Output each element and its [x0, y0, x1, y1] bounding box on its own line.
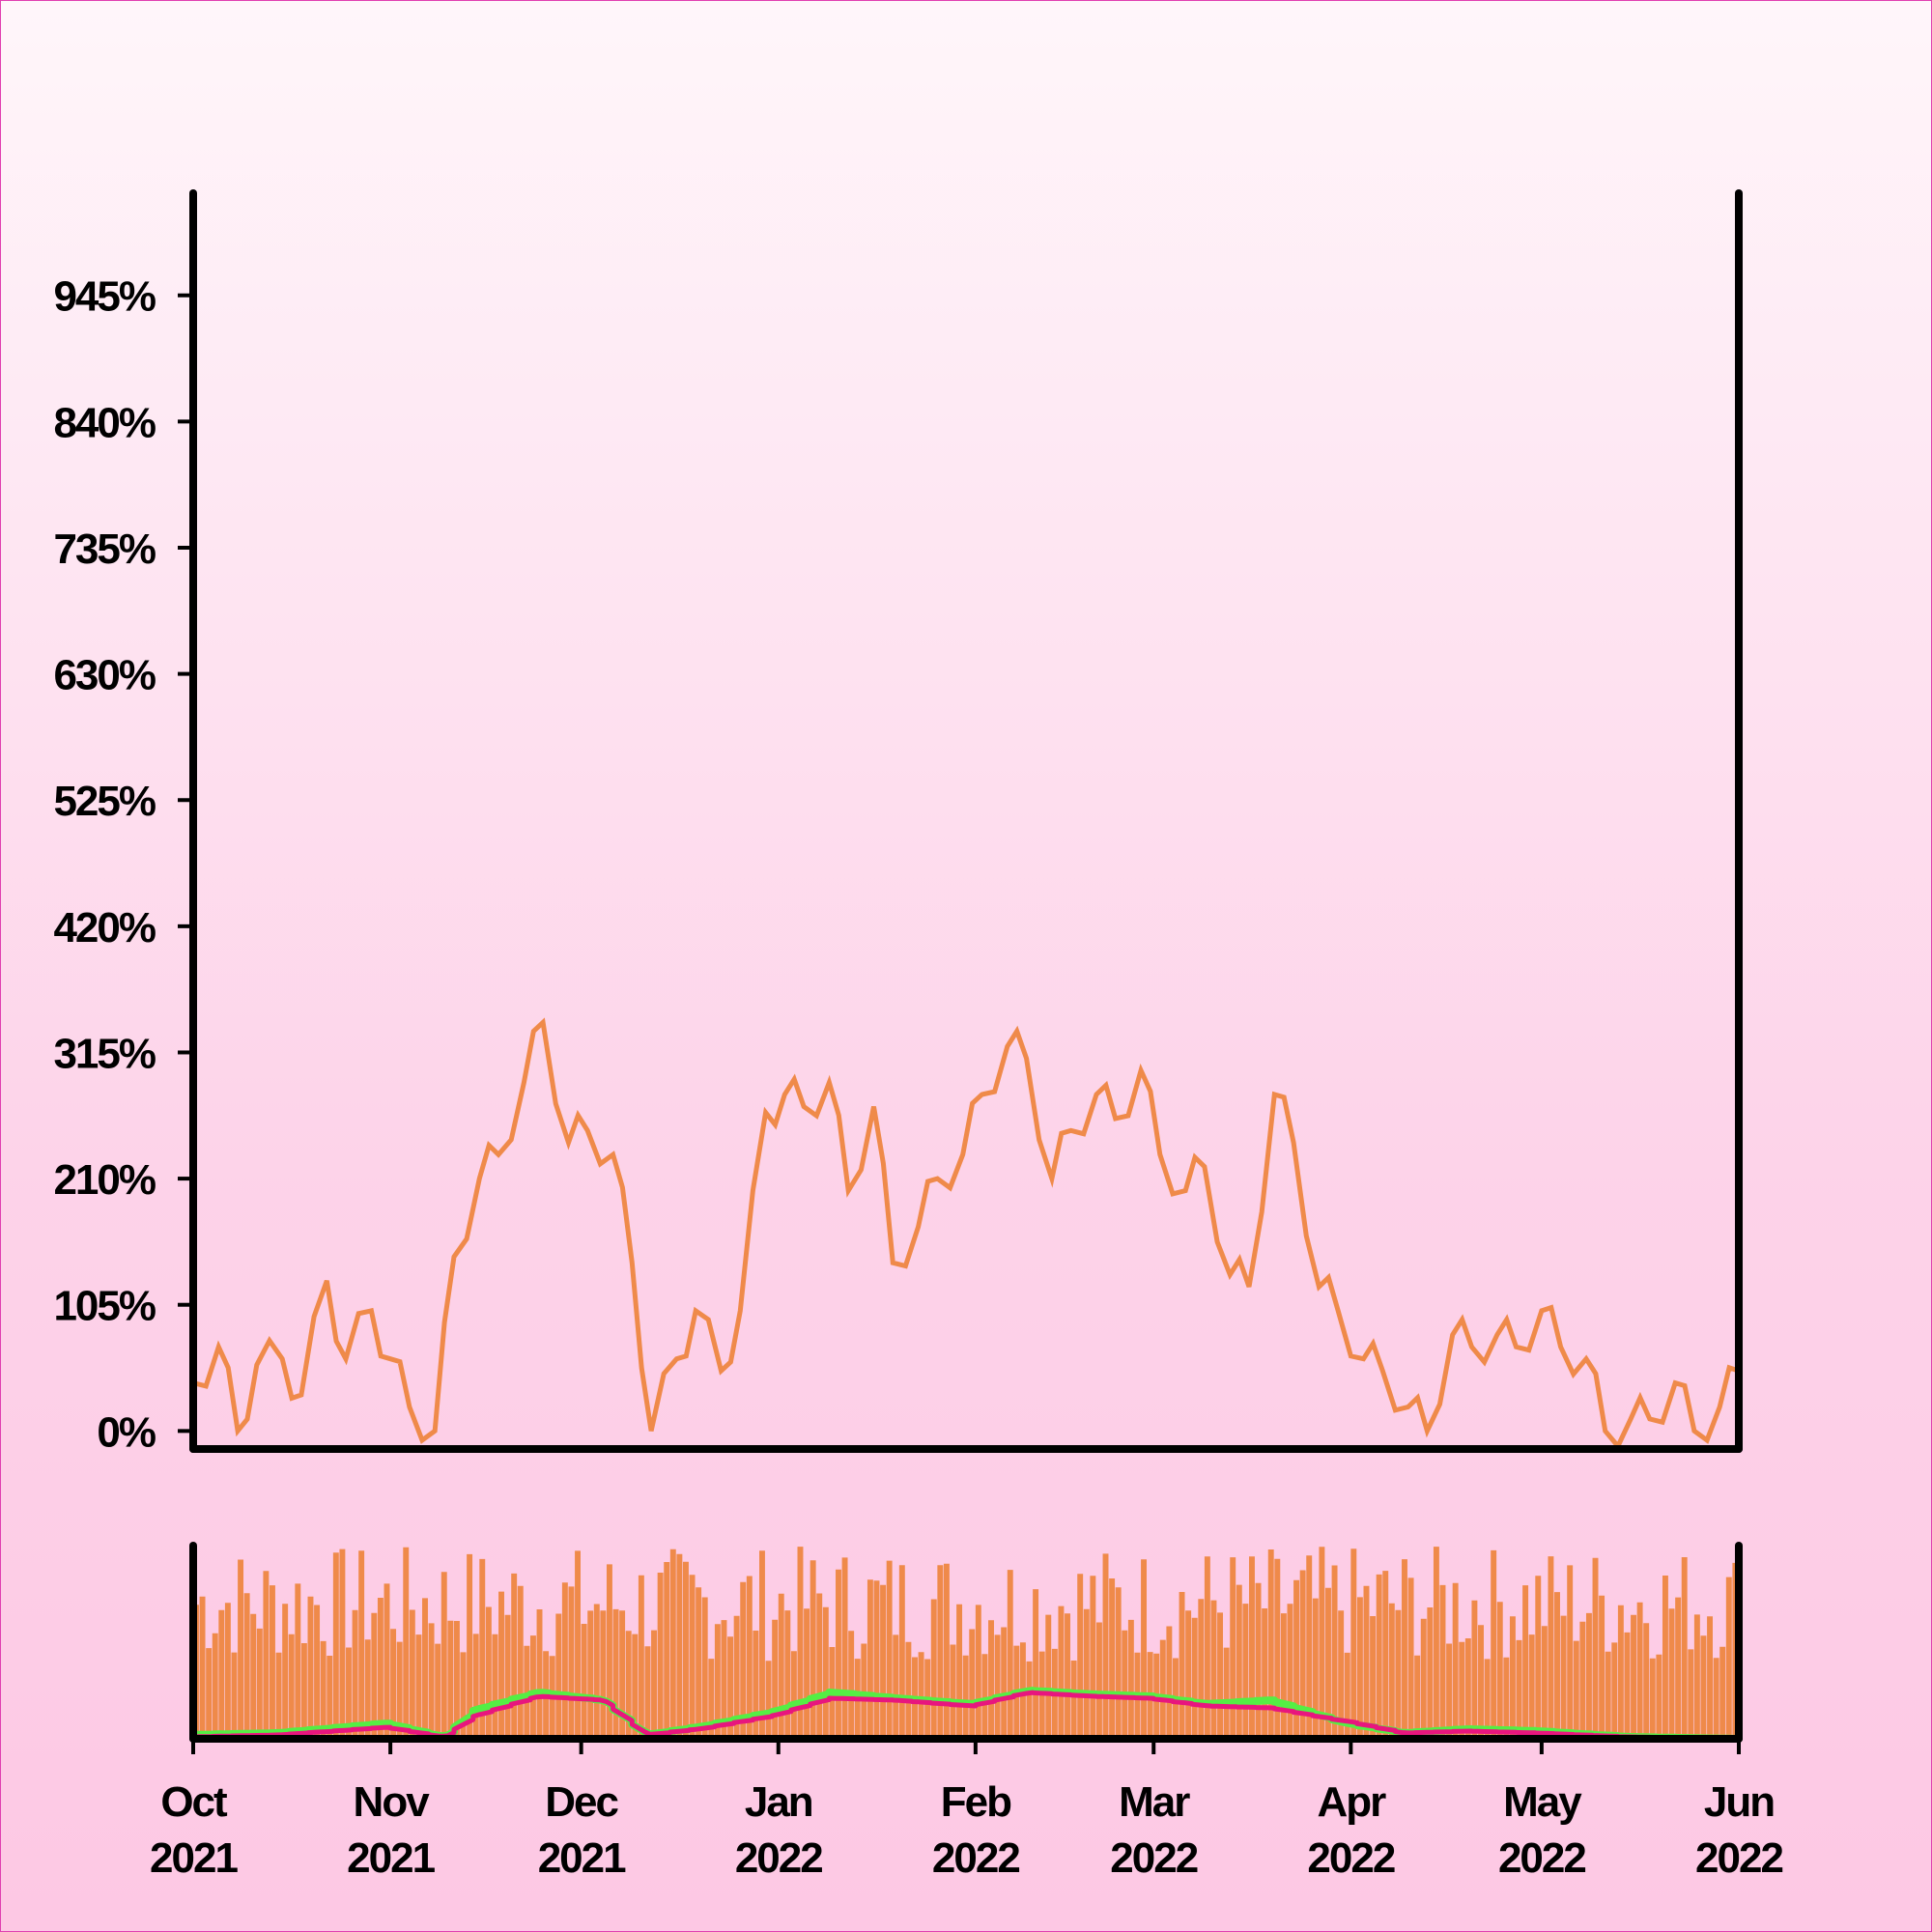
overview-bars — [193, 1547, 1739, 1739]
y-tick-label: 420% — [53, 904, 155, 952]
x-tick-label: Dec 2021 — [538, 1778, 626, 1882]
x-tick-label: Nov 2021 — [347, 1778, 435, 1882]
y-tick-label: 840% — [53, 399, 155, 446]
x-tick-label: Jun 2022 — [1695, 1778, 1782, 1882]
y-tick-label: 525% — [53, 778, 155, 825]
y-tick-label: 945% — [53, 273, 155, 321]
main-series-line-0 — [192, 1017, 1740, 1451]
overview-axes — [189, 1542, 1743, 1743]
x-tick-label: Mar 2022 — [1110, 1778, 1197, 1882]
x-tick-label: May 2022 — [1498, 1778, 1585, 1882]
y-tick-label: 630% — [53, 652, 155, 699]
main-series-layer — [192, 1017, 1740, 1451]
x-tick-label: Feb 2022 — [932, 1778, 1019, 1882]
x-tick-label: Jan 2022 — [735, 1778, 822, 1882]
x-axis-ticks: Oct 2021 Nov 2021 Dec 2021 Jan 2022 Feb 2022 Mar 20… — [150, 1739, 1784, 1882]
overview-panel: Oct 2021 Nov 2021 Dec 2021 Jan 2022 Feb 2022 Mar 20… — [150, 1542, 1784, 1882]
x-tick-label: Oct 2021 — [150, 1778, 238, 1882]
y-tick-label: 315% — [53, 1030, 155, 1077]
main-panel: 0% 105% 210% 315% 420% 525% 630% 735% 840% 945% — [53, 189, 1743, 1456]
y-tick-label: 0% — [97, 1408, 155, 1456]
y-tick-label: 210% — [53, 1156, 155, 1204]
overview-bar-set — [193, 1547, 1739, 1739]
y-tick-label: 735% — [53, 526, 155, 573]
x-tick-label: Apr 2022 — [1307, 1778, 1394, 1882]
y-axis-ticks: 0% 105% 210% 315% 420% 525% 630% 735% 840% 945% — [53, 273, 193, 1456]
y-tick-label: 105% — [53, 1283, 155, 1330]
main-axes — [189, 189, 1743, 1453]
